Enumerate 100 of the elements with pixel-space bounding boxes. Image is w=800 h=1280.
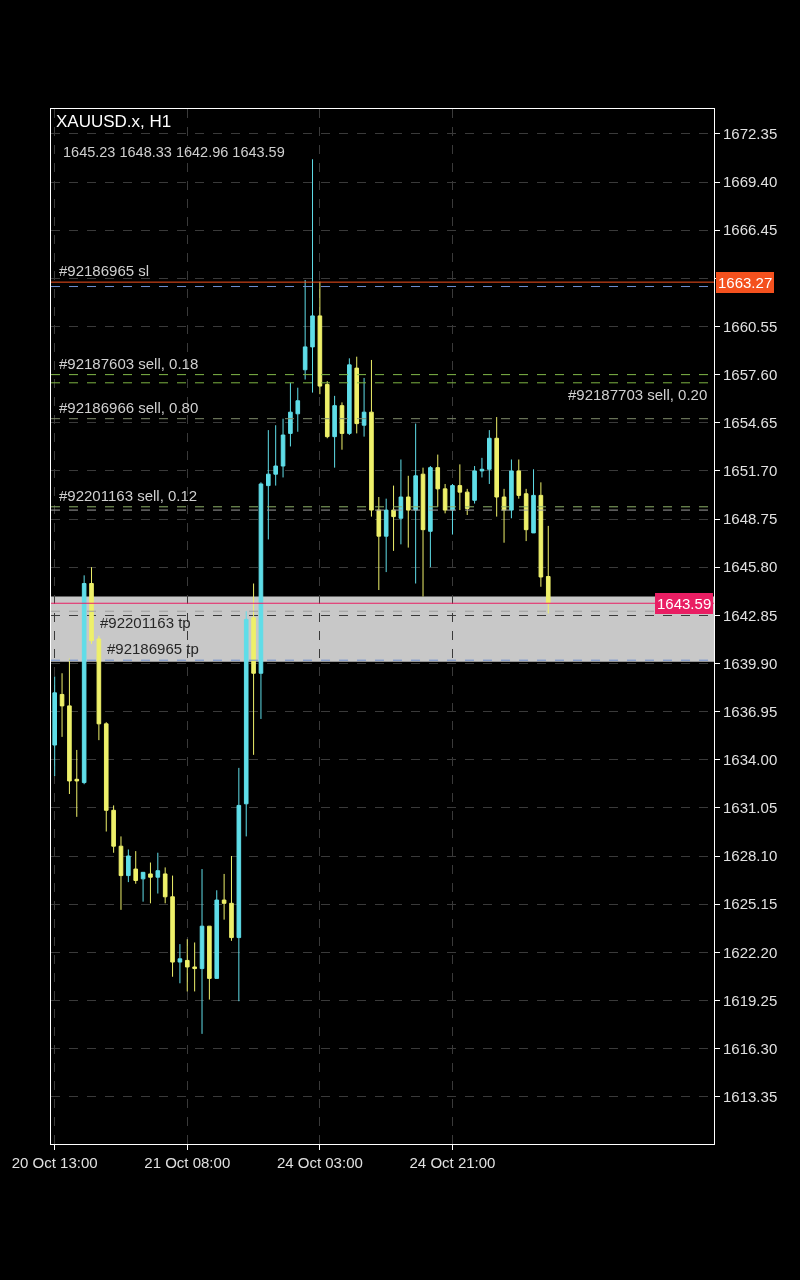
candlestick [428, 465, 433, 568]
ref-line-label: #92186965 sl [59, 262, 150, 279]
candlestick [295, 387, 301, 433]
candlestick [435, 454, 441, 508]
candlestick [472, 465, 477, 505]
candlestick [332, 395, 337, 469]
candlestick [487, 429, 492, 485]
candlestick [516, 458, 522, 500]
y-tick-label: 1654.65 [723, 414, 778, 432]
candlestick [464, 488, 470, 516]
ref-line-label: #92186966 sell, 0.80 [59, 399, 199, 416]
candlestick [450, 483, 455, 536]
candlestick [229, 855, 234, 942]
candlestick [545, 525, 551, 615]
y-tick-label: 1636.95 [723, 702, 778, 720]
candlestick [494, 416, 499, 518]
x-tick-label: 24 Oct 03:00 [276, 1154, 363, 1171]
ref-line-label: #92186965 tp [107, 640, 199, 657]
candlestick [361, 377, 367, 438]
candlestick [148, 862, 153, 904]
y-tick-label: 1616.30 [723, 1039, 778, 1057]
y-tick-label: 1634.00 [723, 750, 778, 768]
candlestick [479, 457, 485, 478]
ref-line-label: #92201163 tp [100, 614, 191, 631]
candlestick [52, 676, 57, 777]
candlestick [81, 574, 87, 785]
y-tick-label: 1657.60 [723, 365, 778, 383]
candlestick [339, 401, 345, 451]
candlestick [133, 850, 139, 885]
candlestick [354, 356, 360, 434]
y-tick-label: 1669.40 [723, 173, 778, 191]
ref-line-label: #92201163 sell, 0.12 [59, 487, 198, 504]
x-tick-label: 24 Oct 21:00 [409, 1154, 496, 1171]
x-tick-label: 21 Oct 08:00 [144, 1154, 231, 1171]
candlestick [398, 458, 404, 545]
candlestick [391, 485, 396, 552]
x-tick-label: 20 Oct 13:00 [11, 1154, 98, 1171]
candlestick [74, 749, 80, 818]
y-tick-label: 1660.55 [723, 317, 778, 335]
candlestick [523, 488, 529, 542]
y-tick-label: 1666.45 [723, 221, 778, 239]
y-tick-label: 1628.10 [723, 847, 778, 865]
y-tick-label: 1642.85 [723, 606, 778, 624]
y-tick-label: 1645.80 [723, 558, 778, 576]
candlestick [236, 767, 242, 1002]
candlestick [376, 496, 382, 591]
candlestick [162, 866, 168, 904]
candlestick [302, 279, 308, 381]
candlestick [405, 475, 411, 549]
candlestick [67, 658, 72, 795]
candlestick [538, 481, 544, 588]
candlestick [214, 889, 220, 979]
y-tick-label: 1631.05 [723, 799, 778, 817]
candlestick [413, 423, 418, 584]
candlestick [118, 835, 124, 911]
y-tick-label: 1613.35 [723, 1087, 778, 1105]
candlestick [103, 721, 109, 833]
candlestick [96, 635, 102, 741]
candlestick [89, 566, 94, 645]
candlestick [509, 458, 514, 519]
candlestick [243, 610, 249, 837]
candlestick [288, 382, 293, 447]
candlestick [280, 418, 286, 478]
y-tick-label: 1651.70 [723, 462, 778, 480]
candlestick [111, 804, 116, 854]
candlestick [310, 158, 315, 394]
candlestick [199, 868, 205, 1035]
annotation: 1643.59 [657, 595, 712, 612]
candlestick [126, 848, 131, 883]
candlestick [184, 938, 190, 992]
candlestick [251, 583, 256, 756]
candlestick [457, 463, 463, 511]
ref-line-label: #92187703 sell, 0.20 [568, 386, 708, 403]
y-tick-label: 1672.35 [723, 125, 778, 143]
ref-line-label: #92187603 sell, 0.18 [59, 355, 199, 372]
candlestick [140, 871, 146, 903]
candlestick [258, 481, 264, 720]
y-tick-label: 1639.90 [723, 654, 778, 672]
candlestick [266, 429, 271, 540]
candlestick [369, 359, 374, 518]
text: 1645.23 1648.33 1642.96 1643.59 [63, 144, 285, 160]
candlestick [317, 281, 323, 395]
chart-title: XAUUSD.x, H1 [56, 111, 172, 131]
candlestick [383, 498, 389, 573]
candlestick [59, 672, 65, 738]
candlestick [155, 852, 161, 895]
y-tick-label: 1648.75 [723, 510, 778, 528]
candlestick [221, 873, 227, 921]
text: 1663.27 [718, 274, 773, 291]
candlestick [207, 925, 212, 1001]
y-tick-label: 1622.20 [723, 943, 778, 961]
candlestick [347, 357, 352, 436]
candlestick [501, 488, 507, 544]
candlestick [420, 467, 426, 598]
candlestick [177, 943, 183, 984]
candlestick [324, 380, 330, 439]
y-tick-label: 1625.15 [723, 895, 778, 913]
candlestick [192, 941, 197, 992]
candlestick [273, 424, 278, 487]
candlestick [170, 875, 175, 978]
